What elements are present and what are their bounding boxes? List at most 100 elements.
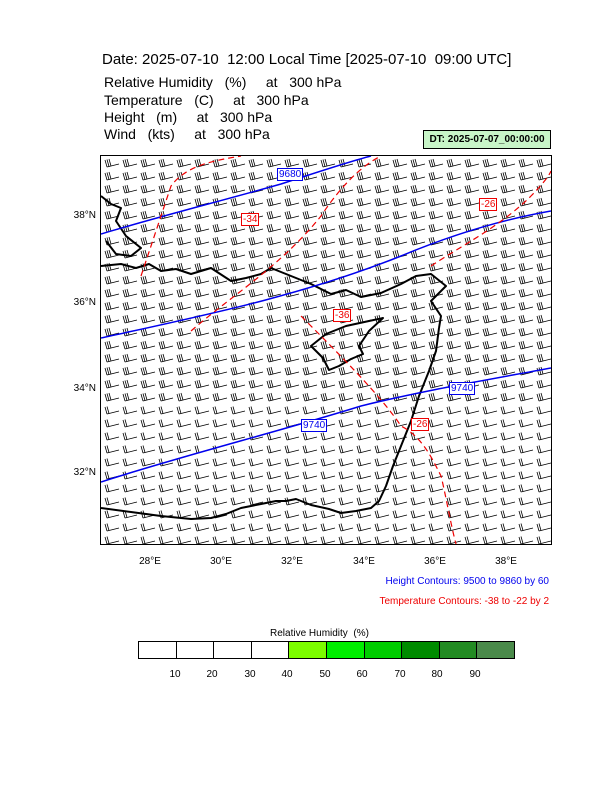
wind-barb [428,197,444,207]
wind-barb [338,340,354,350]
wind-barb [212,432,228,441]
wind-barb [320,158,336,168]
wind-barb [320,458,336,467]
wind-barb [410,223,426,233]
colorbar-box [477,642,514,658]
wind-barb [176,471,192,480]
wind-barb [374,432,390,441]
wind-barb [248,419,264,428]
wind-barb [122,288,138,298]
colorbar-label: 90 [469,669,481,680]
wind-barb [230,184,246,194]
wind-barb [194,392,210,402]
wind-barb [464,340,480,350]
wind-barb [104,458,120,467]
wind-barb [230,171,246,181]
wind-barb [104,432,120,441]
wind-barb [356,497,372,506]
wind-barb [356,419,372,428]
wind-barb [104,158,120,168]
wind-barb [482,301,498,311]
wind-barb [176,197,192,207]
wind-barb [320,262,336,272]
wind-barb [356,471,372,480]
wind-barb [320,406,336,415]
wind-barb [212,419,228,428]
wind-barb [140,379,156,389]
height-contours [101,156,551,483]
wind-barb [392,184,408,194]
wind-barb [266,353,282,363]
wind-barb [482,406,498,415]
wind-barb [374,419,390,428]
temp-line-label-4: -26 [479,198,498,211]
wind-barb [266,327,282,337]
wind-barb [446,432,462,441]
wind-barb [374,392,390,402]
wind-barb [176,223,192,233]
wind-barb [410,366,426,376]
wind-barb [212,249,228,259]
wind-barb [194,223,210,233]
wind-barb [230,197,246,207]
field-at: at [233,92,245,108]
wind-barb [284,484,300,493]
wind-barb [374,184,390,194]
wind-barb [176,419,192,428]
wind-barb [446,184,462,194]
wind-barb [482,327,498,337]
wind-barb [194,432,210,441]
lon-label-38: 38°E [495,556,517,567]
wind-barb [428,536,444,544]
wind-barb [284,314,300,324]
wind-barb [536,445,551,454]
wind-barb [122,340,138,350]
wind-barb [536,184,551,194]
colorbar-box [139,642,177,658]
wind-barb [464,419,480,428]
wind-barb [446,262,462,272]
wind-barb [392,406,408,415]
wind-barb [266,210,282,220]
wind-barb [158,392,174,402]
wind-barb [410,392,426,402]
wind-barb [302,366,318,376]
wind-barb [176,184,192,194]
wind-barb [230,366,246,376]
wind-barb [338,171,354,181]
wind-barb [374,510,390,519]
wind-barb [230,406,246,415]
wind-barb [500,523,516,532]
wind-barb [536,236,551,246]
wind-barb [104,392,120,402]
wind-barb [536,301,551,311]
wind-barb [482,223,498,233]
wind-barb [248,484,264,493]
wind-barb [176,353,192,363]
wind-barb [338,523,354,532]
wind-barb [158,458,174,467]
wind-barb [194,366,210,376]
wind-barb [140,197,156,207]
field-level: 300 hPa [217,126,270,142]
wind-barb [194,510,210,519]
wind-barb [410,497,426,506]
wind-barb [212,314,228,324]
wind-barb [338,210,354,220]
wind-barb [284,536,300,544]
wind-barb [518,536,534,544]
wind-barb [158,484,174,493]
wind-barb [464,497,480,506]
wind-barb [194,497,210,506]
wind-barb [428,262,444,272]
wind-barb [410,340,426,350]
height-contours-legend: Height Contours: 9500 to 9860 by 60 [385,576,549,587]
wind-barb [212,497,228,506]
wind-barb [464,314,480,324]
wind-barb [518,406,534,415]
wind-barb [518,432,534,441]
wind-barb [428,484,444,493]
wind-barb [248,223,264,233]
wind-barb [266,314,282,324]
colorbar-box [364,642,403,658]
